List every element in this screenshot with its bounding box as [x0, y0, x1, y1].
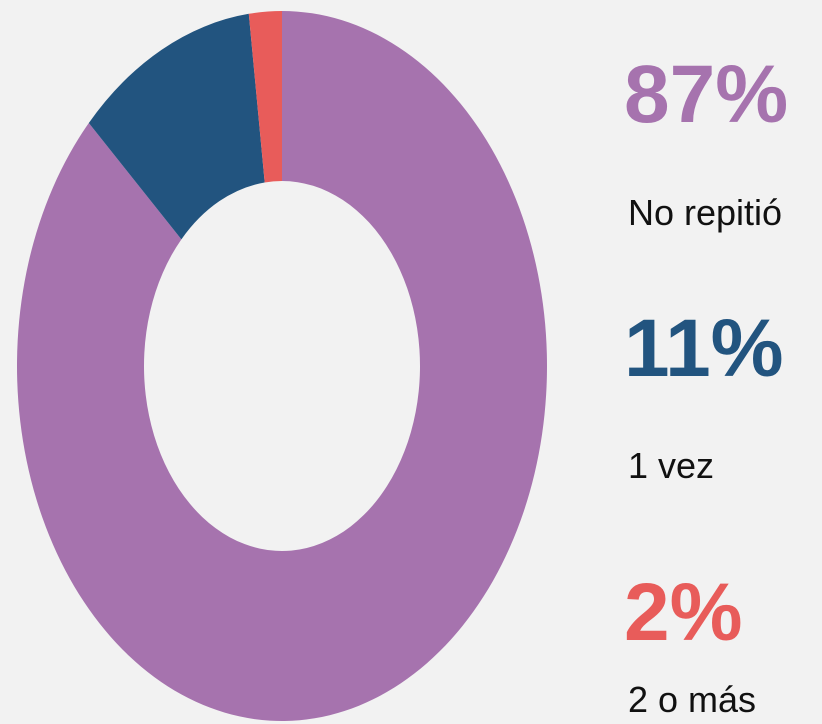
donut-slice — [88, 13, 265, 240]
legend-label: 2 o más — [628, 679, 756, 720]
legend-value: 11% — [624, 303, 784, 394]
donut-slice — [16, 11, 548, 721]
legend-label: 1 vez — [628, 445, 714, 486]
legend-label: No repitió — [628, 192, 782, 233]
legend-value: 2% — [624, 567, 743, 658]
donut-slice — [248, 11, 282, 183]
legend-value: 87% — [624, 49, 788, 140]
